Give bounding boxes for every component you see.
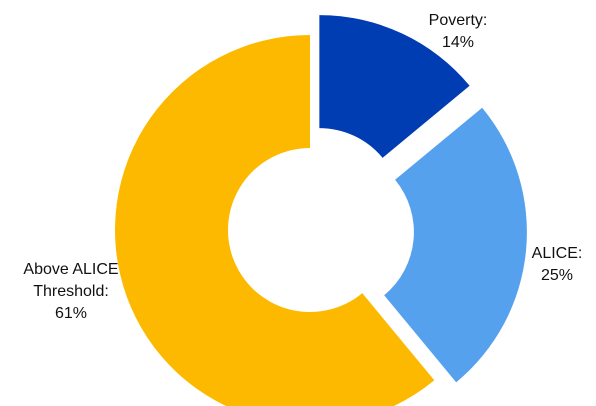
slice-above-alice bbox=[115, 35, 435, 406]
donut-slices bbox=[115, 15, 527, 406]
slice-label-poverty: Poverty: 14% bbox=[408, 10, 508, 54]
slice-label-above-alice-name-1: Above ALICE bbox=[23, 261, 119, 278]
slice-label-alice: ALICE: 25% bbox=[512, 243, 596, 287]
slice-label-above-alice-value: 61% bbox=[54, 305, 88, 322]
slice-label-poverty-value: 14% bbox=[441, 34, 475, 51]
slice-label-alice-value: 25% bbox=[540, 267, 574, 284]
slice-label-above-alice: Above ALICE Threshold: 61% bbox=[0, 259, 142, 325]
slice-label-alice-name: ALICE: bbox=[531, 245, 583, 262]
slice-label-above-alice-name-2: Threshold: bbox=[33, 283, 109, 300]
slice-label-poverty-name: Poverty: bbox=[428, 12, 488, 29]
slice-poverty bbox=[319, 15, 470, 158]
slice-alice bbox=[384, 107, 527, 383]
